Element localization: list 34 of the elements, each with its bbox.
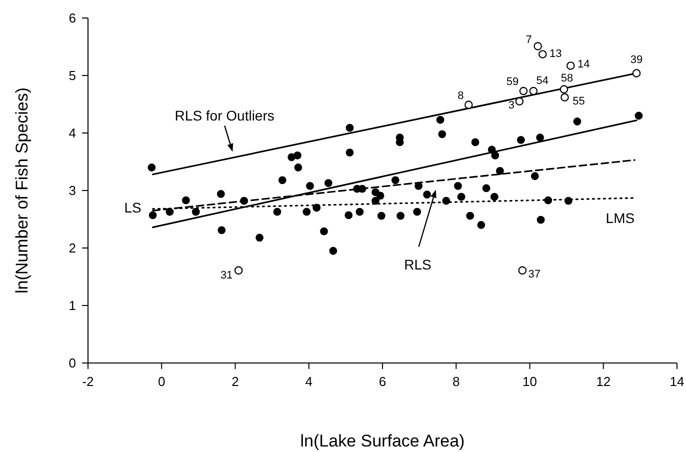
y-axis-title: ln(Number of Fish Species) (12, 88, 32, 294)
x-tick-label: -2 (82, 374, 94, 390)
y-tick-label: 5 (68, 68, 76, 84)
annotation: 13 (550, 48, 562, 60)
x-tick-label: 6 (378, 374, 386, 390)
x-tick-label: 14 (670, 374, 684, 390)
series-label: LS (124, 200, 142, 216)
series-label: RLS for Outliers (174, 108, 274, 124)
annotation: 8 (458, 90, 464, 102)
x-tick-label: 4 (305, 374, 312, 390)
annotation: 58 (560, 72, 574, 84)
annotation: 14 (577, 58, 590, 71)
annotation: 55 (572, 95, 585, 108)
x-tick-label: 2 (232, 374, 239, 390)
annotation: 59 (506, 76, 519, 88)
y-tick-label: 0 (68, 356, 76, 371)
text: RLS (404, 256, 432, 273)
annotation: 31 (220, 269, 233, 282)
y-tick-label: 3 (68, 183, 76, 198)
x-tick-label: 10 (522, 374, 537, 390)
annotation: 39 (630, 54, 643, 66)
annotation: 37 (528, 268, 541, 280)
annotation: 54 (536, 75, 549, 88)
x-tick-label: 0 (158, 374, 166, 390)
x-tick-label: 12 (596, 374, 611, 390)
y-tick-label: 4 (68, 126, 76, 141)
series-label: LMS (606, 210, 635, 226)
annotation: 7 (526, 34, 532, 46)
x-axis-title: ln(Lake Surface Area) (300, 432, 465, 450)
y-tick-label: 1 (68, 298, 76, 314)
y-tick-label: 2 (68, 240, 76, 256)
annotation: 3 (508, 99, 515, 112)
y-tick-label: 6 (68, 10, 76, 26)
x-tick-label: 8 (452, 374, 460, 390)
